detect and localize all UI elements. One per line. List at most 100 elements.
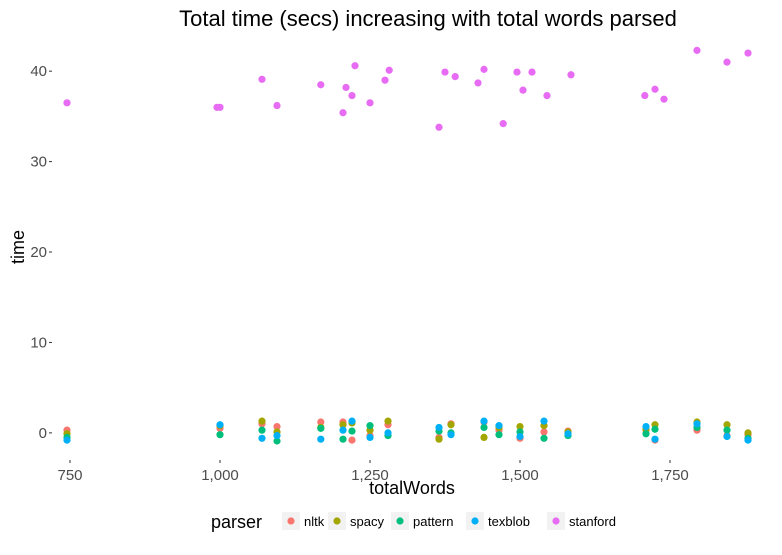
series-spacy [63,417,752,443]
data-point-stanford [543,91,551,100]
data-point-texblob [540,417,548,425]
data-point-texblob [447,431,455,439]
data-point-pattern [540,434,548,442]
data-point-stanford [513,68,521,76]
data-point-texblob [435,423,443,432]
data-point-stanford [366,99,374,107]
data-point-pattern [339,435,347,443]
data-point-stanford [451,72,459,81]
data-point-spacy [447,421,455,429]
legend-label: spacy [350,514,384,529]
y-tick-label: 40 [30,63,47,80]
data-point-stanford [258,75,266,83]
data-point-texblob [642,422,650,431]
data-point-spacy [516,422,524,431]
data-point-stanford [441,68,449,76]
data-point-pattern [723,426,731,434]
data-point-stanford [351,62,359,70]
legend-label: pattern [413,514,453,529]
legend-title: parser [211,512,262,532]
data-point-spacy [723,421,731,429]
data-point-texblob [216,421,224,429]
data-point-texblob [273,431,281,440]
data-point-pattern [273,437,281,445]
data-point-stanford [216,103,224,111]
data-point-spacy [258,417,266,425]
x-axis: 750 1,000 1,250 1,500 1,750 [57,460,689,484]
data-point-texblob [317,435,325,443]
data-point-pattern [366,422,374,430]
data-point-spacy [744,429,752,437]
data-point-texblob [63,436,71,444]
data-point-nltk [317,418,325,426]
data-point-stanford [519,86,527,94]
data-point-pattern [216,431,224,439]
x-tick-label: 1,750 [651,467,689,484]
data-point-pattern [642,430,650,438]
legend-marker [552,517,560,525]
data-point-stanford [339,109,347,117]
legend: parser nltk spacy pattern texblob stanford [211,512,616,532]
data-point-stanford [744,49,752,57]
y-axis-title: time [8,230,28,264]
data-point-texblob [564,430,572,438]
data-point-spacy [339,421,347,429]
data-point-stanford [567,71,575,79]
data-point-nltk [273,422,281,431]
data-point-nltk [540,428,548,436]
data-point-pattern [651,425,659,433]
data-point-stanford [273,101,281,110]
data-point-stanford [723,58,731,66]
y-tick-label: 30 [30,154,47,171]
data-point-texblob [723,432,731,441]
data-point-texblob [366,433,374,441]
data-point-stanford [660,95,668,103]
data-point-pattern [317,424,325,432]
y-tick-label: 0 [39,425,47,442]
data-point-stanford [641,91,649,100]
data-point-stanford [693,46,701,54]
data-point-texblob [516,432,524,441]
x-tick-label: 1,000 [201,467,239,484]
data-point-stanford [317,81,325,89]
data-point-texblob [480,417,488,425]
data-point-nltk [348,436,356,444]
x-tick-label: 1,500 [501,467,539,484]
data-point-texblob [744,436,752,444]
data-point-texblob [258,434,266,442]
data-point-stanford [342,83,350,92]
legend-marker [471,517,479,525]
data-point-texblob [693,420,701,428]
legend-items: nltk spacy pattern texblob stanford [282,512,616,530]
data-point-spacy [384,417,392,425]
legend-label: stanford [569,514,616,529]
data-point-stanford [480,65,488,73]
legend-label: texblob [488,514,530,529]
points-layer [63,46,752,445]
data-point-texblob [495,422,503,430]
y-axis: 0 10 20 30 40 [30,63,52,442]
y-tick-label: 20 [30,244,47,261]
legend-label: nltk [304,514,325,529]
data-point-stanford [435,123,443,131]
legend-marker [333,517,341,525]
x-tick-label: 750 [57,467,82,484]
data-point-stanford [651,85,659,93]
data-point-texblob [348,417,356,425]
y-tick-label: 10 [30,334,47,351]
data-point-spacy [480,433,488,441]
data-point-pattern [258,426,266,434]
data-point-pattern [495,431,503,439]
x-axis-title: totalWords [369,478,455,498]
data-point-stanford [381,76,389,84]
legend-marker [396,517,404,525]
data-point-stanford [499,120,507,128]
data-point-texblob [384,429,392,437]
data-point-pattern [480,423,488,432]
data-point-texblob [651,435,659,443]
legend-marker [287,517,295,525]
data-point-stanford [474,79,482,87]
data-point-stanford [63,99,71,107]
